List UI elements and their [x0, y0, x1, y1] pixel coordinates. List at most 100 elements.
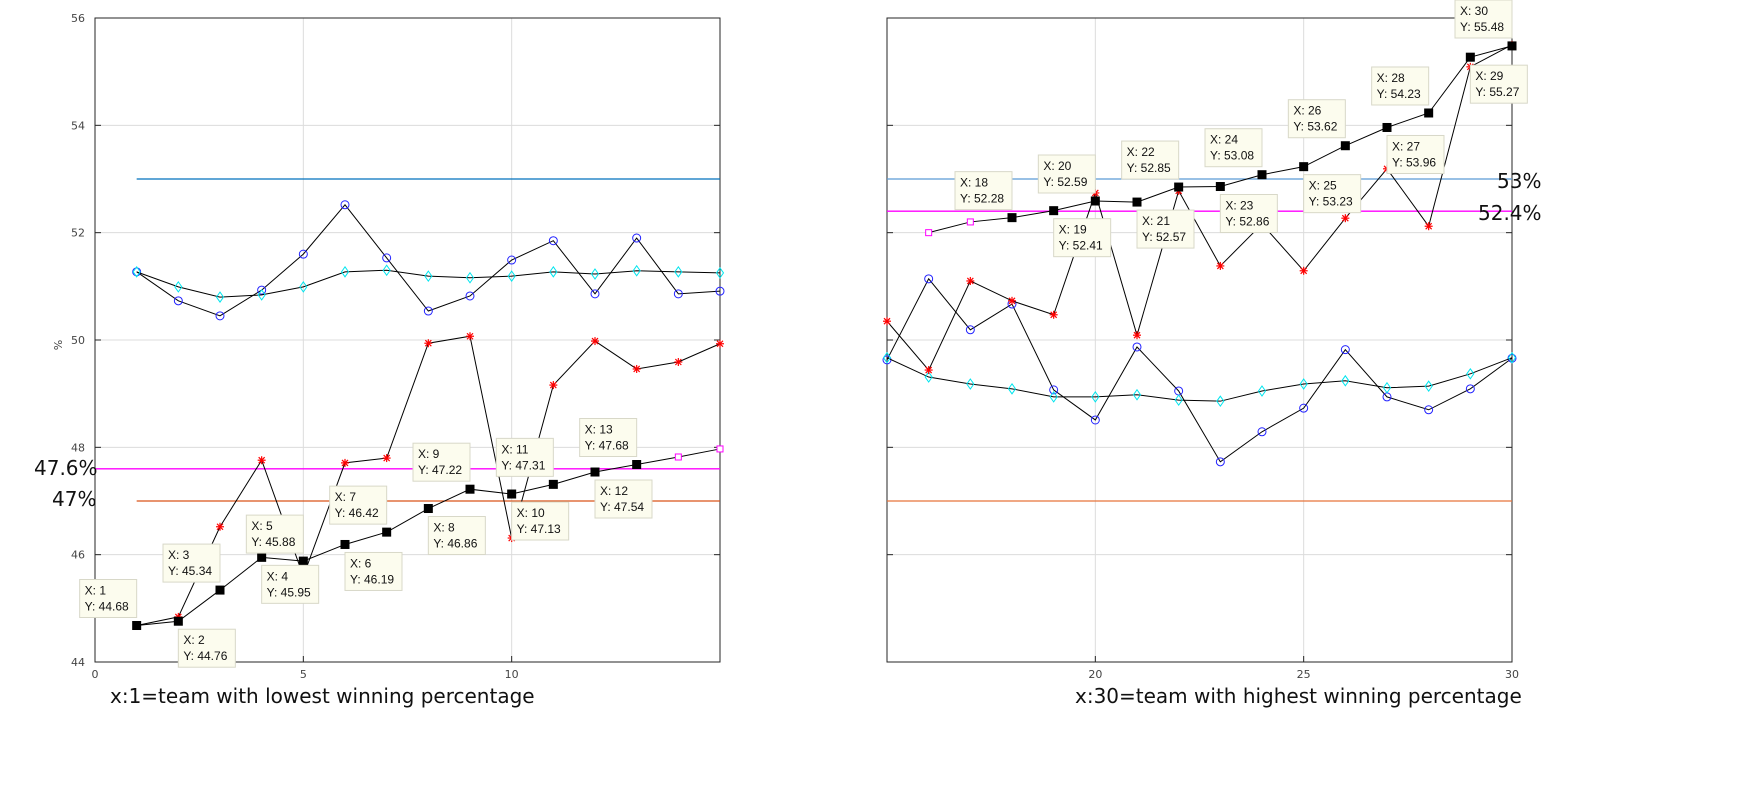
- right-plot: 20 25 30 X: 18 Y: 52.28 X: 19 Y: 52.41 X: 20 Y: …: [882, 0, 1528, 681]
- data-point-circle: [673, 289, 683, 299]
- datatip-x-label: X: 8: [433, 521, 455, 535]
- datatip[interactable]: X: 26 Y: 53.62: [1287, 99, 1346, 139]
- data-point-circle: [1465, 384, 1475, 394]
- datatip[interactable]: X: 6 Y: 46.19: [344, 551, 403, 591]
- data-point-diamond: [299, 280, 308, 293]
- data-point-star: [591, 337, 599, 346]
- data-point-diamond: [924, 371, 933, 383]
- datatip[interactable]: X: 2 Y: 44.76: [177, 628, 236, 668]
- data-point-diamond: [882, 351, 892, 364]
- datatip[interactable]: X: 18 Y: 52.28: [954, 171, 1013, 211]
- data-point-square-magenta: [674, 453, 682, 461]
- datatip-box: [1303, 174, 1362, 214]
- datatip-y-label: Y: 45.95: [267, 585, 311, 599]
- datatip-x-label: X: 4: [267, 569, 289, 583]
- datatip-box: [495, 437, 554, 477]
- y-tick-label: 52: [71, 227, 85, 240]
- data-point-diamond: [590, 268, 600, 280]
- data-point-diamond: [674, 265, 683, 278]
- data-point-square: [507, 489, 517, 499]
- datatip-y-label: Y: 52.28: [960, 192, 1004, 206]
- data-point-star: [924, 366, 933, 375]
- data-point-circle: [590, 289, 600, 299]
- datatip-x-label: X: 24: [1210, 133, 1238, 147]
- data-point-star: [716, 339, 724, 348]
- datatip-x-label: X: 18: [960, 176, 988, 190]
- left-caption: x:1=team with lowest winning percentage: [110, 684, 535, 708]
- datatip-y-label: Y: 53.08: [1210, 149, 1254, 163]
- datatip[interactable]: X: 7 Y: 46.42: [329, 485, 388, 525]
- star-stroke: [466, 332, 474, 340]
- data-point-circle: [298, 249, 308, 259]
- datatip[interactable]: X: 9 Y: 47.22: [412, 442, 471, 482]
- data-point-square: [1465, 52, 1475, 62]
- datatip[interactable]: X: 13 Y: 47.68: [579, 418, 638, 458]
- series-line-blue-circles: [136, 203, 721, 317]
- datatip-x-label: X: 13: [585, 423, 613, 437]
- data-point-star: [382, 454, 391, 463]
- datatip-x-label: X: 2: [183, 633, 205, 647]
- datatip[interactable]: X: 27 Y: 53.96: [1386, 134, 1445, 174]
- datatip[interactable]: X: 24 Y: 53.08: [1204, 128, 1263, 168]
- x-tick-label: 5: [300, 668, 307, 681]
- datatip-y-label: Y: 46.19: [350, 572, 394, 586]
- data-point-square: [215, 585, 225, 595]
- datatip[interactable]: X: 22 Y: 52.85: [1121, 140, 1180, 180]
- data-point-square: [1382, 122, 1392, 132]
- data-point-diamond: [424, 270, 433, 283]
- datatip-x-label: X: 30: [1460, 4, 1488, 18]
- series-line-cyan-diamonds: [136, 269, 721, 298]
- datatip-x-label: X: 20: [1043, 159, 1071, 173]
- datatip[interactable]: X: 11 Y: 47.31: [495, 437, 554, 477]
- datatip-x-label: X: 28: [1377, 71, 1405, 85]
- datatip-x-label: X: 6: [350, 556, 372, 570]
- datatip[interactable]: X: 23 Y: 52.86: [1219, 194, 1278, 234]
- data-point-circle: [1049, 385, 1059, 395]
- data-point-square: [1424, 108, 1434, 118]
- datatip-y-label: Y: 55.48: [1460, 20, 1504, 34]
- datatip[interactable]: X: 12 Y: 47.54: [594, 479, 653, 519]
- data-point-diamond: [632, 264, 641, 277]
- datatip[interactable]: X: 8 Y: 46.86: [427, 516, 486, 556]
- data-point-diamond: [1299, 378, 1308, 390]
- datatip[interactable]: X: 10 Y: 47.13: [511, 501, 570, 541]
- star-stroke: [424, 339, 432, 347]
- datatip[interactable]: X: 3 Y: 45.34: [162, 543, 221, 583]
- datatip[interactable]: X: 29 Y: 55.27: [1469, 64, 1528, 104]
- datatip-y-label: Y: 47.54: [600, 500, 644, 514]
- data-point-diamond: [1424, 380, 1433, 393]
- annotation-52-4: 52.4%: [1478, 201, 1542, 225]
- datatip[interactable]: X: 28 Y: 54.23: [1371, 66, 1430, 106]
- datatip[interactable]: X: 21 Y: 52.57: [1136, 209, 1195, 249]
- star-stroke: [383, 454, 391, 462]
- x-tick-label: 10: [505, 668, 519, 681]
- datatip-x-label: X: 3: [168, 548, 190, 562]
- star-stroke: [591, 337, 599, 345]
- data-point-circle: [1257, 427, 1267, 437]
- star-stroke: [1050, 311, 1058, 319]
- y-tick-label: 46: [71, 549, 85, 562]
- y-tick-label: 54: [71, 119, 85, 132]
- datatip[interactable]: X: 19 Y: 52.41: [1053, 218, 1112, 258]
- data-point-star: [1216, 261, 1225, 270]
- datatip-box: [245, 514, 304, 554]
- datatip-box: [177, 628, 236, 668]
- datatip-x-label: X: 11: [501, 442, 528, 456]
- datatip-box: [412, 442, 471, 482]
- datatip[interactable]: X: 30 Y: 55.48: [1454, 0, 1513, 39]
- y-tick-label: 50: [71, 334, 85, 347]
- data-point-square: [1174, 182, 1184, 192]
- datatip-box: [1469, 64, 1528, 104]
- datatip[interactable]: X: 5 Y: 45.88: [245, 514, 304, 554]
- datatip[interactable]: X: 20 Y: 52.59: [1037, 154, 1096, 194]
- datatip[interactable]: X: 1 Y: 44.68: [79, 579, 138, 619]
- x-tick-label: 0: [92, 668, 99, 681]
- datatip[interactable]: X: 25 Y: 53.23: [1303, 174, 1362, 214]
- data-point-diamond: [465, 271, 475, 284]
- datatip-box: [1136, 209, 1195, 249]
- data-point-diamond: [1341, 374, 1350, 387]
- star-stroke: [1216, 262, 1224, 270]
- datatip[interactable]: X: 4 Y: 45.95: [261, 564, 320, 604]
- star-stroke: [341, 459, 349, 467]
